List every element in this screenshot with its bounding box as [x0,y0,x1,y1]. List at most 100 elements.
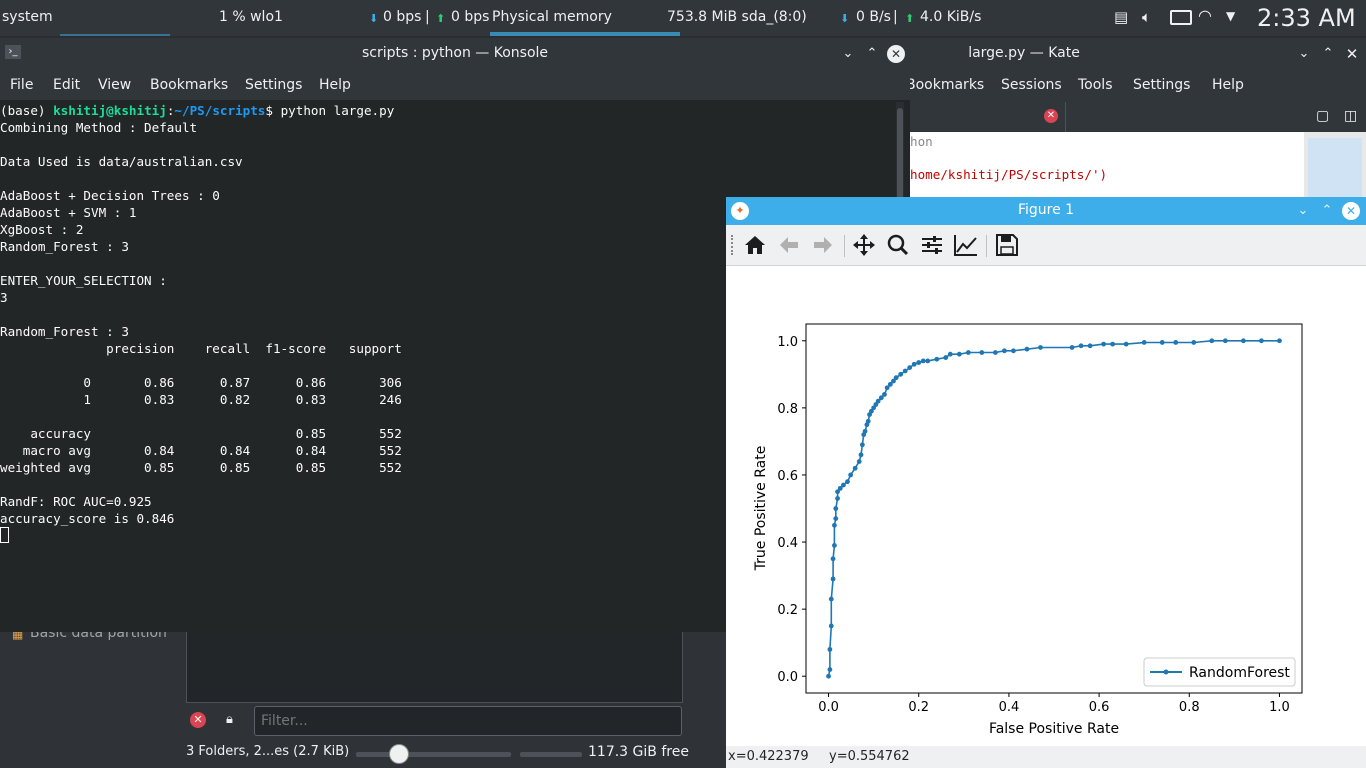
figure-toolbar [726,225,1366,266]
terminal-line: 0 0.86 0.87 0.86 306 [0,375,402,390]
data-point [826,673,831,679]
code-fragment-2: home/kshitij/PS/scripts/') [910,167,1108,182]
terminal-line: macro avg 0.84 0.84 0.84 552 [0,443,402,458]
data-point [862,428,868,434]
zoom-slider-track[interactable] [356,752,511,757]
data-point [878,395,884,401]
clipboard-icon[interactable]: ▤ [1114,8,1129,26]
panel-net-up: 0 bps [451,9,490,25]
data-point [1141,340,1147,345]
data-point [841,482,846,488]
figure-canvas[interactable]: 0.0 0.2 0.4 0.6 0.8 1.0 0.0 0.2 0.4 0.6 0.8 1.0 Fal… [726,266,1366,746]
free-space-label: 117.3 GiB free [588,744,689,760]
clock[interactable]: 2:33 AM [1257,4,1356,32]
download-arrow-icon: ⬇ [369,12,379,25]
konsole-minimize-icon[interactable]: ⌄ [842,46,854,61]
kate-menu-sessions[interactable]: Sessions [1001,77,1062,93]
konsole-menubar: File Edit View Bookmarks Settings Help [0,70,910,100]
cursor-x-readout: x=0.422379 [728,749,809,764]
legend: RandomForest [1143,657,1296,687]
disk-write-arrow-icon: ⬆ [905,12,915,25]
plot-area-frame [805,323,1303,694]
kate-editor[interactable]: hon home/kshitij/PS/scripts/') [910,132,1304,198]
lock-icon[interactable]: 🔒︎ [226,712,233,727]
y-axis-label: True Positive Rate [753,446,769,572]
matplotlib-app-icon[interactable]: ✦ [731,202,749,220]
data-point [827,667,833,672]
kate-menu-tools[interactable]: Tools [1078,77,1113,93]
edit-axis-icon[interactable] [953,233,979,257]
panel-cpu-label: 1 % wlo1 [219,9,283,25]
menu-bookmarks[interactable]: Bookmarks [150,77,229,93]
menu-file[interactable]: File [10,77,34,93]
filter-field[interactable] [254,706,682,736]
kate-minimap[interactable] [1304,132,1366,198]
split-view-icon[interactable]: ◫ [1344,108,1358,124]
tab-close-icon[interactable]: ✕ [1044,109,1058,123]
terminal-line: 3 [0,290,8,305]
filter-input[interactable] [255,707,681,735]
data-point [1191,340,1197,345]
data-point [837,485,843,491]
data-point [920,358,926,364]
series-line-randomforest [827,340,1280,677]
konsole-titlebar[interactable]: ›_ scripts : python — Konsole ⌄ ⌃ ✕ [0,38,910,70]
data-point [828,596,834,602]
figure-titlebar[interactable]: ✦ Figure 1 ⌄ ⌃ ✕ [726,197,1366,225]
figure-maximize-icon[interactable]: ⌃ [1321,203,1333,218]
menu-help[interactable]: Help [319,77,351,93]
terminal-line: Combining Method : Default [0,120,198,135]
panel-disk-read: 0 B/s [856,9,891,25]
data-point [1024,346,1030,352]
terminal-output[interactable]: (base) kshitij@kshitij:~/PS/scripts$ pyt… [0,102,895,632]
kate-menu-help[interactable]: Help [1212,77,1244,93]
data-point [992,350,998,355]
forward-icon[interactable] [810,233,836,257]
terminal-line: AdaBoost + Decision Trees : 0 [0,188,220,203]
figure-minimize-icon[interactable]: ⌄ [1297,203,1309,218]
menu-view[interactable]: View [98,77,132,93]
kate-menu-settings[interactable]: Settings [1133,77,1191,93]
configure-subplots-icon[interactable] [919,233,945,257]
konsole-scrollbar-handle[interactable] [897,108,903,228]
battery-icon[interactable] [1170,10,1192,25]
terminal-line: precision recall f1-score support [0,341,402,356]
file-view[interactable] [186,630,683,703]
panel-separator-2: | [893,9,898,25]
minimap-viewport[interactable] [1308,138,1362,198]
konsole-app-icon[interactable]: ›_ [5,45,21,59]
data-point [1078,343,1084,349]
kate-maximize-icon[interactable]: ⌃ [1322,46,1334,61]
terminal-line: accuracy_score is 0.846 [0,511,175,526]
data-point [947,351,953,357]
x-tick-label: 1.0 [1269,700,1290,715]
kate-minimize-icon[interactable]: ⌄ [1298,46,1310,61]
new-tab-icon[interactable]: ▢ [1316,108,1330,124]
save-icon[interactable] [994,233,1020,257]
toolbar-grip[interactable] [731,235,736,255]
code-fragment-1: hon [910,134,933,149]
roc-chart[interactable]: 0.0 0.2 0.4 0.6 0.8 1.0 0.0 0.2 0.4 0.6 0.8 1.0 Fal… [726,266,1366,746]
back-icon[interactable] [776,233,802,257]
home-icon[interactable] [742,233,768,257]
konsole-maximize-icon[interactable]: ⌃ [866,46,878,61]
kate-close-icon[interactable]: ✕ [1345,45,1359,63]
legend-label: RandomForest [1189,665,1290,681]
volume-icon[interactable]: 🔈︎ [1142,8,1152,26]
kate-title: large.py — Kate [968,45,1080,61]
figure-close-icon[interactable]: ✕ [1342,202,1360,220]
cursor-y-readout: y=0.554762 [829,749,910,764]
data-point [852,465,858,471]
tray-expand-icon[interactable]: ▼ [1226,9,1236,23]
clear-filter-icon[interactable]: ✕ [190,712,206,728]
konsole-close-icon[interactable]: ✕ [887,45,905,63]
zoom-icon[interactable] [885,233,911,257]
kate-menu-bookmarks[interactable]: Bookmarks [906,77,985,93]
menu-edit[interactable]: Edit [53,77,81,93]
zoom-slider-handle[interactable] [389,744,409,764]
menu-settings[interactable]: Settings [245,77,303,93]
wifi-icon[interactable]: ◠ [1198,6,1212,25]
kate-titlebar[interactable]: large.py — Kate ⌄ ⌃ ✕ [910,38,1366,70]
kate-tabbar: ✕ ▢ ◫ [910,102,1366,132]
pan-icon[interactable] [851,233,877,257]
